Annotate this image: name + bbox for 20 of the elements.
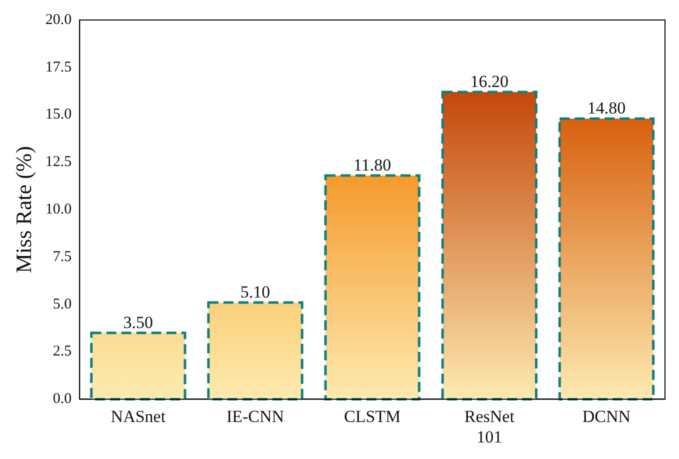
x-tick-label: DCNN bbox=[582, 406, 631, 426]
data-label: 5.10 bbox=[240, 282, 270, 302]
y-tick-label: 5.0 bbox=[52, 296, 72, 312]
data-label: 3.50 bbox=[123, 312, 154, 332]
data-label: 14.80 bbox=[587, 98, 626, 118]
y-tick-label: 2.5 bbox=[52, 344, 72, 360]
y-tick-label: 20.0 bbox=[45, 12, 72, 28]
y-axis-title: Miss Rate (%) bbox=[10, 146, 36, 274]
x-tick-label: ResNet 101 bbox=[464, 406, 515, 446]
data-label: 16.20 bbox=[470, 72, 509, 92]
x-tick-label: IE-CNN bbox=[226, 406, 284, 426]
x-tick-label: CLSTM bbox=[344, 406, 401, 426]
x-tick-label: NASnet bbox=[110, 406, 166, 426]
y-tick-label: 12.5 bbox=[45, 154, 72, 170]
data-label: 11.80 bbox=[354, 155, 392, 174]
y-tick-label: 15.0 bbox=[45, 106, 72, 123]
y-tick-label: 7.5 bbox=[52, 248, 72, 265]
y-tick-label: 0.0 bbox=[52, 391, 72, 408]
y-tick-label: 17.5 bbox=[45, 59, 72, 76]
y-tick-label: 10.0 bbox=[45, 202, 72, 218]
